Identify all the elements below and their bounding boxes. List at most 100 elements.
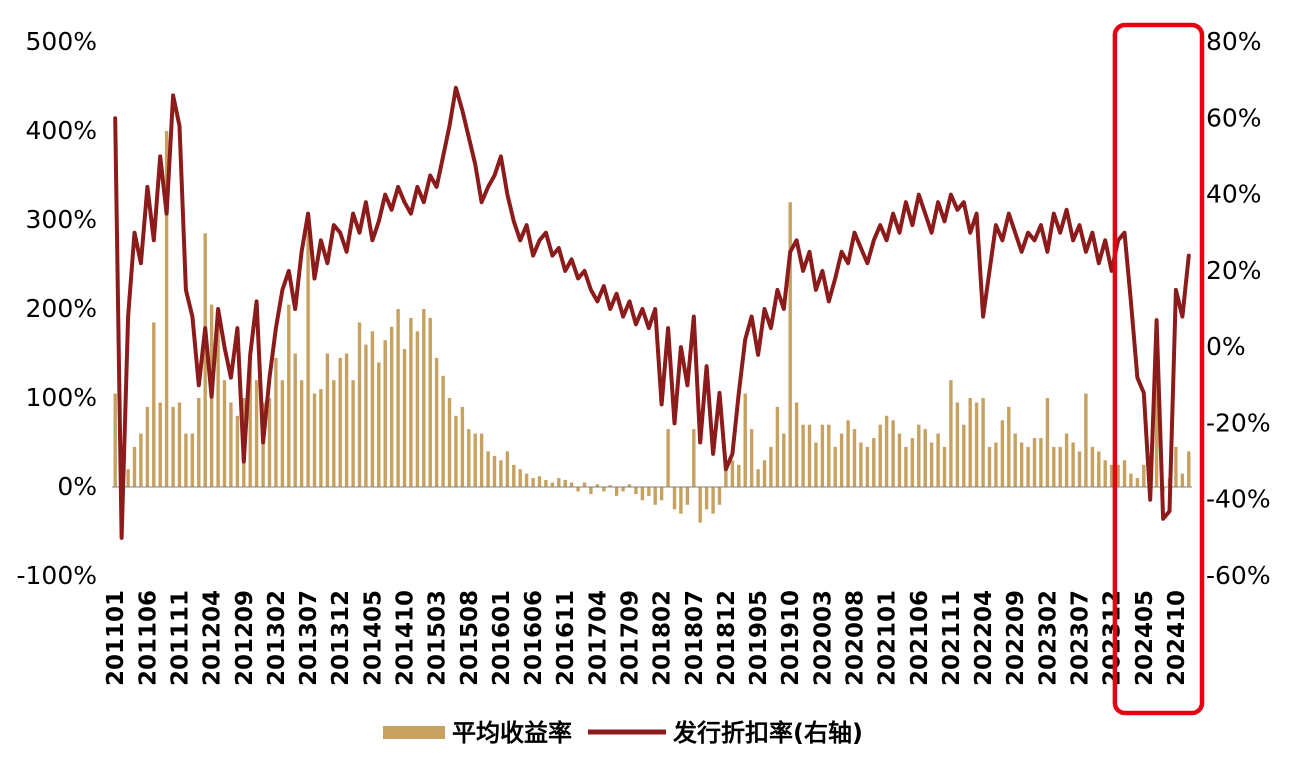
bar-month-132 bbox=[962, 424, 966, 487]
bar-month-147 bbox=[1058, 446, 1062, 487]
x-axis-tick-label: 202008 bbox=[843, 590, 869, 686]
left-axis-tick-label: 400% bbox=[26, 116, 97, 145]
left-axis-tick-label: 0% bbox=[57, 472, 97, 501]
bar-month-149 bbox=[1071, 442, 1075, 487]
bar-month-158 bbox=[1129, 473, 1133, 487]
bar-month-23 bbox=[261, 402, 265, 487]
bar-month-50 bbox=[434, 357, 439, 487]
bar-month-86 bbox=[666, 429, 670, 487]
bar-month-27 bbox=[287, 304, 291, 487]
x-axis: 201101 201106 201111 201204 201209 201302 2013… bbox=[103, 590, 1190, 686]
x-axis-tick-label: 202302 bbox=[1035, 590, 1061, 686]
bar-month-74 bbox=[589, 487, 593, 495]
bar-month-167 bbox=[1187, 451, 1191, 487]
bar-month-153 bbox=[1097, 451, 1101, 487]
x-axis-tick-label: 202405 bbox=[1132, 590, 1158, 686]
x-axis-tick-label: 201111 bbox=[168, 590, 194, 686]
line-series bbox=[113, 85, 1191, 540]
bar-month-66 bbox=[537, 476, 542, 487]
bar-month-4 bbox=[139, 433, 143, 487]
bar-month-148 bbox=[1064, 433, 1069, 487]
bar-month-8 bbox=[164, 131, 169, 487]
bar-month-49 bbox=[428, 317, 432, 487]
bar-month-47 bbox=[415, 331, 420, 488]
x-axis-tick-label: 201503 bbox=[425, 590, 451, 686]
legend-bar-swatch-icon bbox=[383, 726, 445, 739]
bar-month-154 bbox=[1103, 460, 1107, 487]
bar-month-117 bbox=[865, 446, 870, 487]
bar-month-2 bbox=[126, 469, 130, 487]
bar-month-137 bbox=[994, 442, 998, 487]
x-axis-tick-label: 201812 bbox=[714, 590, 740, 686]
x-axis-tick-label: 202209 bbox=[1003, 590, 1029, 686]
bar-month-87 bbox=[672, 487, 677, 510]
bar-month-150 bbox=[1077, 451, 1082, 487]
bar-month-85 bbox=[659, 487, 664, 501]
right-axis: 80% 60% 40% 20% 0% -20% -40% -60% bbox=[1206, 27, 1271, 590]
bar-month-26 bbox=[280, 380, 285, 487]
bar-month-79 bbox=[621, 487, 625, 492]
right-axis-tick-label: -60% bbox=[1206, 561, 1271, 590]
bar-month-83 bbox=[647, 487, 651, 496]
bar-month-0 bbox=[113, 393, 117, 487]
bar-month-118 bbox=[872, 438, 876, 487]
bar-month-97 bbox=[737, 464, 741, 488]
bar-month-126 bbox=[923, 429, 927, 487]
x-axis-tick-label: 201101 bbox=[103, 590, 129, 686]
left-axis-tick-label: 300% bbox=[26, 205, 97, 234]
bar-month-159 bbox=[1135, 478, 1140, 487]
bar-month-34 bbox=[332, 380, 336, 487]
right-axis-tick-label: 40% bbox=[1206, 180, 1262, 209]
bar-month-60 bbox=[499, 460, 503, 487]
bar-month-28 bbox=[293, 353, 297, 487]
bar-month-36 bbox=[344, 353, 349, 487]
right-axis-tick-label: 80% bbox=[1206, 27, 1262, 56]
bar-month-7 bbox=[158, 402, 162, 487]
bar-month-96 bbox=[730, 460, 735, 487]
bar-month-162 bbox=[1154, 317, 1159, 487]
bar-month-12 bbox=[190, 433, 195, 487]
bar-month-166 bbox=[1180, 473, 1185, 487]
bar-month-64 bbox=[524, 473, 529, 487]
bar-month-113 bbox=[839, 433, 844, 487]
x-axis-tick-label: 201508 bbox=[457, 590, 483, 686]
bar-month-160 bbox=[1142, 464, 1146, 488]
bar-month-135 bbox=[981, 398, 985, 487]
bar-month-75 bbox=[595, 484, 600, 487]
left-axis-tick-label: -100% bbox=[17, 561, 98, 590]
bar-month-78 bbox=[614, 487, 619, 496]
bar-month-42 bbox=[383, 340, 387, 487]
bar-month-112 bbox=[833, 446, 837, 487]
x-axis-tick-label: 201312 bbox=[328, 590, 354, 686]
bar-month-81 bbox=[634, 487, 638, 495]
bar-month-56 bbox=[473, 433, 477, 487]
left-axis-tick-label: 200% bbox=[26, 294, 97, 323]
bar-month-17 bbox=[222, 380, 227, 487]
bar-month-68 bbox=[550, 482, 555, 487]
right-axis-tick-label: 20% bbox=[1206, 256, 1262, 285]
bar-month-18 bbox=[229, 402, 233, 487]
legend-line-label: 发行折扣率(右轴) bbox=[672, 719, 863, 747]
bar-month-33 bbox=[325, 353, 330, 487]
bar-month-141 bbox=[1019, 442, 1024, 487]
x-axis-tick-label: 201910 bbox=[778, 590, 804, 686]
bar-month-22 bbox=[254, 380, 259, 487]
x-axis-tick-label: 201802 bbox=[650, 590, 676, 686]
bar-month-6 bbox=[152, 322, 156, 487]
x-axis-tick-label: 202410 bbox=[1164, 590, 1190, 686]
bar-month-116 bbox=[859, 442, 863, 487]
bar-month-88 bbox=[679, 487, 683, 514]
bar-month-40 bbox=[370, 331, 375, 488]
bar-month-63 bbox=[518, 469, 522, 487]
bar-month-52 bbox=[447, 398, 452, 487]
bar-month-165 bbox=[1174, 446, 1178, 487]
bar-month-10 bbox=[177, 402, 182, 487]
bar-month-80 bbox=[627, 484, 632, 487]
bar-month-104 bbox=[782, 433, 786, 487]
bar-month-144 bbox=[1039, 438, 1043, 487]
bar-month-108 bbox=[807, 424, 812, 487]
bar-month-29 bbox=[299, 380, 304, 487]
bar-month-37 bbox=[351, 380, 355, 487]
